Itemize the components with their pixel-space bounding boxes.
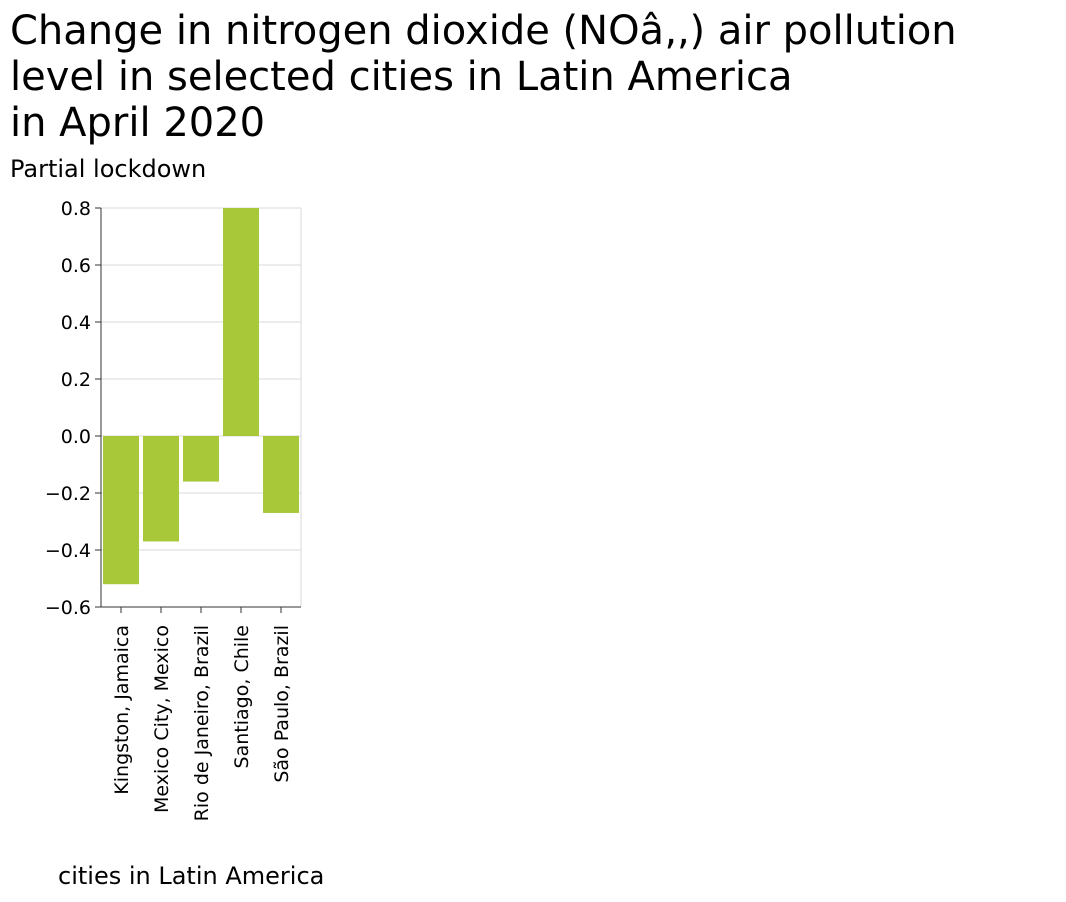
x-tick-label: Mexico City, Mexico: [151, 625, 173, 813]
bar-layer: [103, 208, 299, 585]
y-tick-label: 0.4: [61, 312, 91, 334]
chart-title: Change in nitrogen dioxide (NOâ‚‚) air p…: [10, 8, 1060, 146]
x-tick-label: Rio de Janeiro, Brazil: [191, 625, 213, 821]
bar: [183, 436, 219, 482]
x-axis-label: cities in Latin America: [58, 862, 325, 890]
bar: [223, 208, 259, 436]
bar: [103, 436, 139, 585]
y-tick-label: −0.6: [45, 597, 91, 619]
bar: [143, 436, 179, 542]
x-tick-label: São Paulo, Brazil: [271, 625, 293, 783]
chart-title-line: level in selected cities in Latin Americ…: [10, 54, 793, 100]
x-tick-label: Santiago, Chile: [231, 625, 253, 768]
x-tick-label: Kingston, Jamaica: [111, 625, 133, 795]
y-tick-label: 0.6: [61, 255, 91, 277]
y-tick-label: 0.8: [61, 198, 91, 220]
chart-title-line: in April 2020: [10, 100, 266, 146]
bar: [263, 436, 299, 513]
y-axis-label: Partial lockdown: [10, 155, 207, 183]
axis-layer: −0.6 −0.4 −0.2 0.0 0.2 0.4 0.6 0.8 Kingston, Jam…: [45, 198, 301, 821]
chart-title-line: Change in nitrogen dioxide (NOâ‚‚) air p…: [10, 8, 957, 54]
y-tick-label: −0.4: [45, 540, 91, 562]
y-tick-label: 0.0: [61, 426, 91, 448]
y-tick-label: 0.2: [61, 369, 91, 391]
y-tick-label: −0.2: [45, 483, 91, 505]
